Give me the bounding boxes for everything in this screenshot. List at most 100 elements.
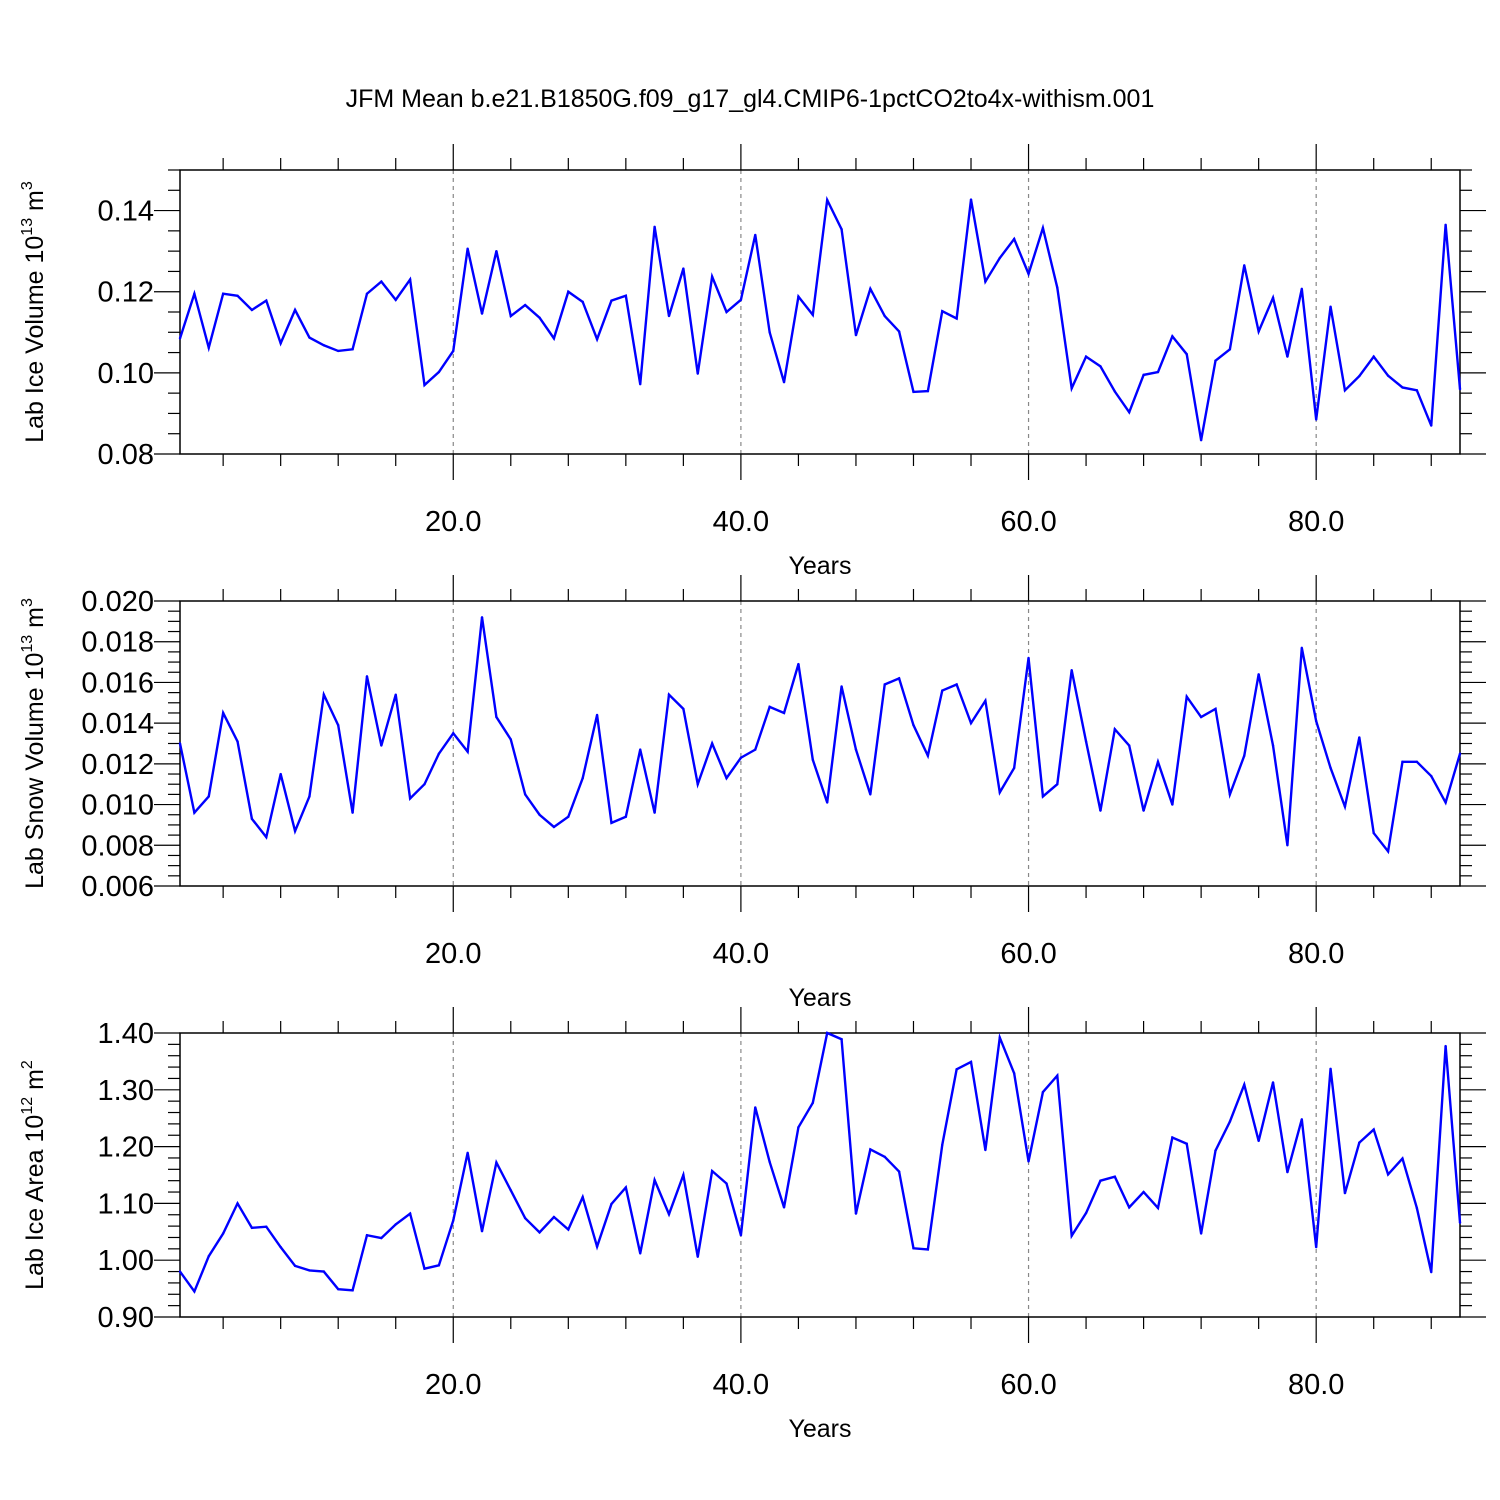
data-point <box>624 815 628 818</box>
data-point <box>984 280 987 283</box>
data-point <box>825 198 829 202</box>
data-point <box>1358 374 1361 378</box>
data-point <box>955 317 958 320</box>
y-tick-label: 1.10 <box>98 1188 154 1220</box>
data-point <box>1228 1120 1232 1123</box>
x-tick-label: 80.0 <box>1288 1369 1344 1401</box>
data-point <box>1128 1206 1131 1209</box>
y-tick-label: 0.016 <box>81 667 154 699</box>
x-tick-label: 20.0 <box>425 506 481 538</box>
data-point <box>221 711 225 715</box>
data-point <box>1430 1270 1433 1274</box>
data-point <box>279 342 282 345</box>
data-point <box>941 309 944 313</box>
data-point <box>1070 669 1073 672</box>
data-point <box>1099 365 1102 368</box>
data-point <box>1401 760 1404 764</box>
data-point <box>1257 330 1260 333</box>
data-point <box>509 314 512 318</box>
data-point <box>653 1178 656 1182</box>
data-point <box>1128 411 1131 414</box>
x-tick-label: 20.0 <box>425 1369 481 1401</box>
data-point <box>250 308 254 312</box>
data-point <box>754 748 757 751</box>
y-axis-label-superscript: 12 <box>19 1097 36 1115</box>
data-point <box>423 383 426 387</box>
y-axis-label: Lab Ice Area 1012 m2 <box>19 1060 49 1290</box>
data-point <box>1314 1245 1318 1249</box>
y-tick-label: 1.00 <box>98 1245 154 1277</box>
data-point <box>1358 1141 1361 1144</box>
data-point <box>567 290 570 293</box>
data-point <box>639 383 642 386</box>
data-point <box>1271 1081 1275 1084</box>
data-point <box>437 370 441 374</box>
data-point <box>1343 805 1347 808</box>
y-axis-label-part: Lab Ice Volume 10 <box>21 236 49 443</box>
data-point <box>394 298 397 302</box>
data-point <box>710 742 714 745</box>
data-point <box>1372 1128 1375 1131</box>
data-point <box>552 337 556 340</box>
data-point <box>193 1290 196 1293</box>
y-tick-label: 0.12 <box>98 277 154 309</box>
data-point <box>840 1038 843 1041</box>
data-point <box>854 1212 858 1215</box>
data-point <box>710 1169 714 1173</box>
data-point <box>1171 1136 1174 1139</box>
data-point <box>236 740 239 743</box>
data-point <box>1300 287 1303 291</box>
data-point <box>221 1232 225 1235</box>
data-point <box>595 337 599 341</box>
data-point <box>1314 418 1318 421</box>
data-point <box>250 817 254 821</box>
data-point <box>840 228 843 231</box>
data-point <box>1012 1072 1016 1075</box>
data-point <box>696 372 699 375</box>
data-point <box>523 303 527 307</box>
data-point <box>754 233 757 237</box>
data-point <box>797 295 800 298</box>
data-point <box>567 815 570 818</box>
data-point <box>667 693 671 696</box>
data-point <box>667 314 671 318</box>
data-point <box>1286 355 1289 358</box>
data-point <box>768 331 771 334</box>
series-line <box>178 617 1462 855</box>
data-point <box>811 1101 815 1105</box>
data-point <box>1027 272 1030 276</box>
series-points <box>178 616 1462 853</box>
data-point <box>538 1231 541 1234</box>
data-point <box>754 1106 757 1109</box>
data-point <box>279 1245 282 1249</box>
data-point <box>437 752 441 755</box>
data-point <box>207 795 210 798</box>
data-point <box>466 247 469 250</box>
data-point <box>1358 736 1361 739</box>
x-axis-label: Years <box>788 1415 851 1443</box>
data-point <box>1214 359 1217 362</box>
data-point <box>1214 707 1217 711</box>
y-axis-label-part: Lab Ice Area 10 <box>21 1115 49 1290</box>
data-point <box>955 683 958 686</box>
plot-frame <box>179 1032 1461 1318</box>
data-point <box>883 314 886 318</box>
y-tick-label: 0.10 <box>98 358 154 390</box>
data-point <box>667 1212 671 1216</box>
data-point <box>768 705 771 709</box>
y-axis-label: Lab Ice Volume 1013 m3 <box>19 181 49 443</box>
data-point <box>1329 766 1332 770</box>
x-tick-label: 20.0 <box>425 938 481 970</box>
data-point <box>825 1031 829 1035</box>
data-point <box>423 1267 426 1270</box>
y-tick-label: 0.012 <box>81 749 154 781</box>
y-axis-label-part: m <box>21 190 49 218</box>
data-point <box>912 1247 915 1250</box>
data-point <box>1027 1160 1030 1163</box>
data-point <box>380 1236 383 1240</box>
data-point <box>308 336 311 339</box>
data-point <box>926 1248 930 1251</box>
data-point <box>509 738 512 741</box>
data-point <box>1430 424 1433 427</box>
data-point <box>1185 1142 1188 1145</box>
